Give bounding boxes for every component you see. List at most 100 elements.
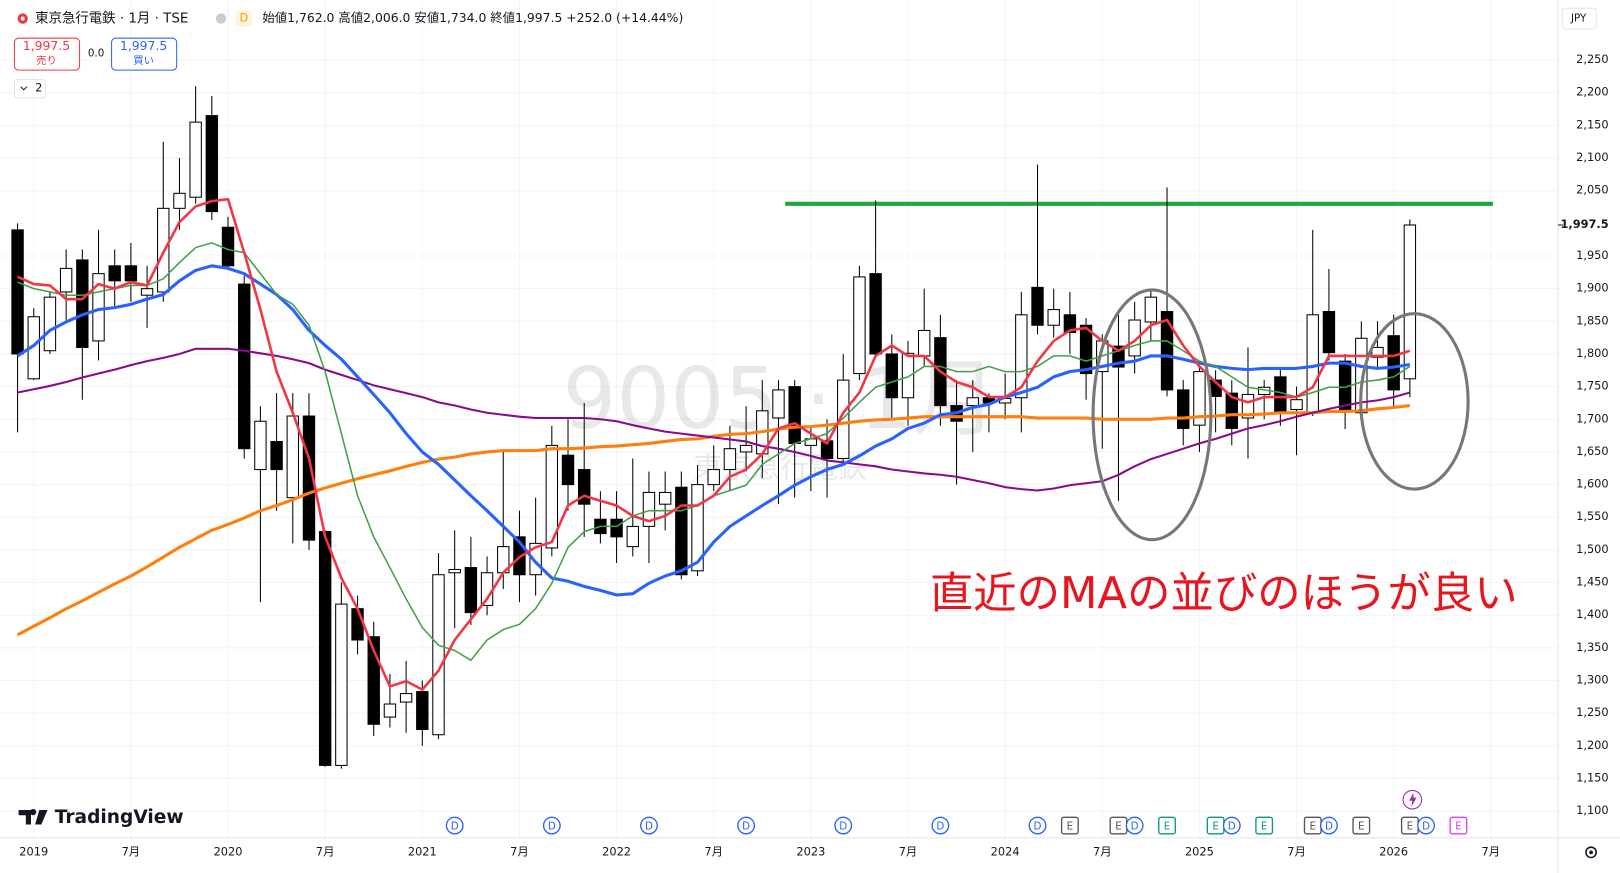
currency-button[interactable]: [1561, 7, 1597, 30]
x-tick-label: 7月: [1482, 844, 1501, 858]
event-marker[interactable]: [1319, 816, 1338, 835]
candle-body: [464, 567, 478, 614]
candle-body: [772, 389, 785, 419]
x-tick-label: 7月: [510, 844, 529, 858]
candle-body: [335, 603, 348, 766]
x-tick-label: 7月: [1093, 844, 1112, 858]
y-tick-label: 1,550: [1576, 509, 1609, 523]
candle-body: [286, 415, 299, 499]
candle-body: [578, 469, 591, 505]
event-label: D: [1228, 821, 1236, 833]
event-marker[interactable]: [542, 816, 561, 835]
sell-price: 1,997.5: [23, 38, 70, 53]
settings-button[interactable]: [1585, 846, 1598, 859]
candle-body: [966, 397, 979, 407]
event-marker: [1060, 816, 1079, 835]
event-marker[interactable]: [445, 816, 464, 835]
event-marker[interactable]: [834, 816, 853, 835]
candle-body: [1306, 314, 1319, 414]
candle-body: [1047, 309, 1060, 326]
buy-button[interactable]: [111, 37, 178, 71]
x-tick-label: 2022: [602, 844, 631, 858]
candle-body: [1322, 311, 1336, 354]
y-tick-label: 1,800: [1576, 346, 1609, 360]
y-tick-label: 1,950: [1576, 248, 1609, 262]
y-tick-label: 1,600: [1576, 477, 1609, 491]
y-tick-label: 1,650: [1576, 444, 1609, 458]
event-marker: [1158, 816, 1176, 835]
candle-body: [399, 693, 413, 703]
event-marker: [1449, 816, 1468, 835]
event-marker[interactable]: [737, 816, 756, 835]
candle-body: [1128, 319, 1141, 357]
symbol-title[interactable]: 東京急行電鉄 · 1月 · TSE: [35, 11, 188, 27]
collapse-button[interactable]: [13, 78, 46, 99]
alert-glyph: [1409, 792, 1417, 807]
event-label: D: [451, 821, 459, 833]
event-label: D: [936, 821, 944, 833]
y-tick-label: 2,050: [1576, 183, 1609, 197]
event-marker[interactable]: [1222, 816, 1241, 835]
sell-button[interactable]: [13, 37, 81, 71]
y-tick-label: 1,750: [1576, 379, 1609, 393]
event-label: D: [548, 821, 556, 833]
highlight-ellipse: [1091, 288, 1213, 542]
last-price-label: 1,997.5: [1561, 217, 1609, 231]
event-label: D: [645, 821, 653, 833]
y-tick-label: 1,900: [1576, 281, 1609, 295]
candle-body: [1160, 311, 1174, 391]
badge: D: [239, 11, 248, 25]
candle-body: [1241, 393, 1255, 419]
y-tick-label: 2,200: [1576, 85, 1609, 99]
event-marker[interactable]: [1125, 816, 1144, 835]
candle-body: [383, 703, 397, 718]
x-tick-label: 7月: [1287, 844, 1306, 858]
x-tick-label: 7月: [316, 844, 335, 858]
y-tick-label: 2,100: [1576, 150, 1609, 164]
badge-bg: [235, 10, 253, 27]
candle-body: [837, 379, 850, 459]
candle-body: [43, 296, 57, 352]
x-tick-label: 2024: [991, 844, 1020, 858]
candle-body: [1177, 389, 1190, 429]
candle-body: [1193, 371, 1206, 426]
ma-line: [16, 264, 1411, 597]
event-marker[interactable]: [931, 816, 950, 835]
x-tick-label: 2021: [408, 844, 437, 858]
y-tick-label: 1,350: [1576, 640, 1609, 654]
candle-body: [1031, 286, 1044, 326]
y-tick-label: 1,700: [1576, 411, 1609, 425]
candle-body: [11, 229, 24, 355]
candle-body: [885, 353, 899, 399]
ma-line: [16, 404, 1411, 637]
x-tick-label: 2026: [1379, 844, 1408, 858]
event-marker[interactable]: [640, 816, 658, 835]
candle-body: [675, 486, 688, 576]
candle-body: [367, 636, 380, 725]
currency: JPY: [1570, 13, 1587, 25]
event-label: E: [1261, 821, 1268, 833]
spread: 0.0: [88, 48, 104, 60]
event-marker: [1352, 816, 1371, 835]
y-tick-label: 2,150: [1576, 117, 1609, 131]
highlight-ellipse: [1359, 312, 1470, 491]
event-label: E: [1164, 821, 1171, 833]
y-tick-label: 1,450: [1576, 575, 1609, 589]
candle-body: [1225, 392, 1238, 429]
buy-price: 1,997.5: [120, 38, 167, 53]
candle-body: [561, 454, 575, 486]
event-marker[interactable]: [1028, 816, 1047, 835]
ma-line: [17, 347, 1411, 492]
candle-body: [1063, 314, 1077, 333]
candle-body: [92, 273, 105, 342]
x-tick-label: 2023: [796, 844, 825, 858]
candle-body: [545, 444, 559, 549]
x-tick-label: 7月: [122, 844, 141, 858]
buy-label: 買い: [133, 55, 154, 67]
event-marker[interactable]: [1417, 816, 1436, 835]
candle-body: [351, 608, 364, 641]
candle-body: [1274, 376, 1287, 414]
event-label: E: [1407, 821, 1414, 833]
status-dot: [215, 13, 227, 24]
y-tick-label: 1,400: [1576, 607, 1609, 621]
